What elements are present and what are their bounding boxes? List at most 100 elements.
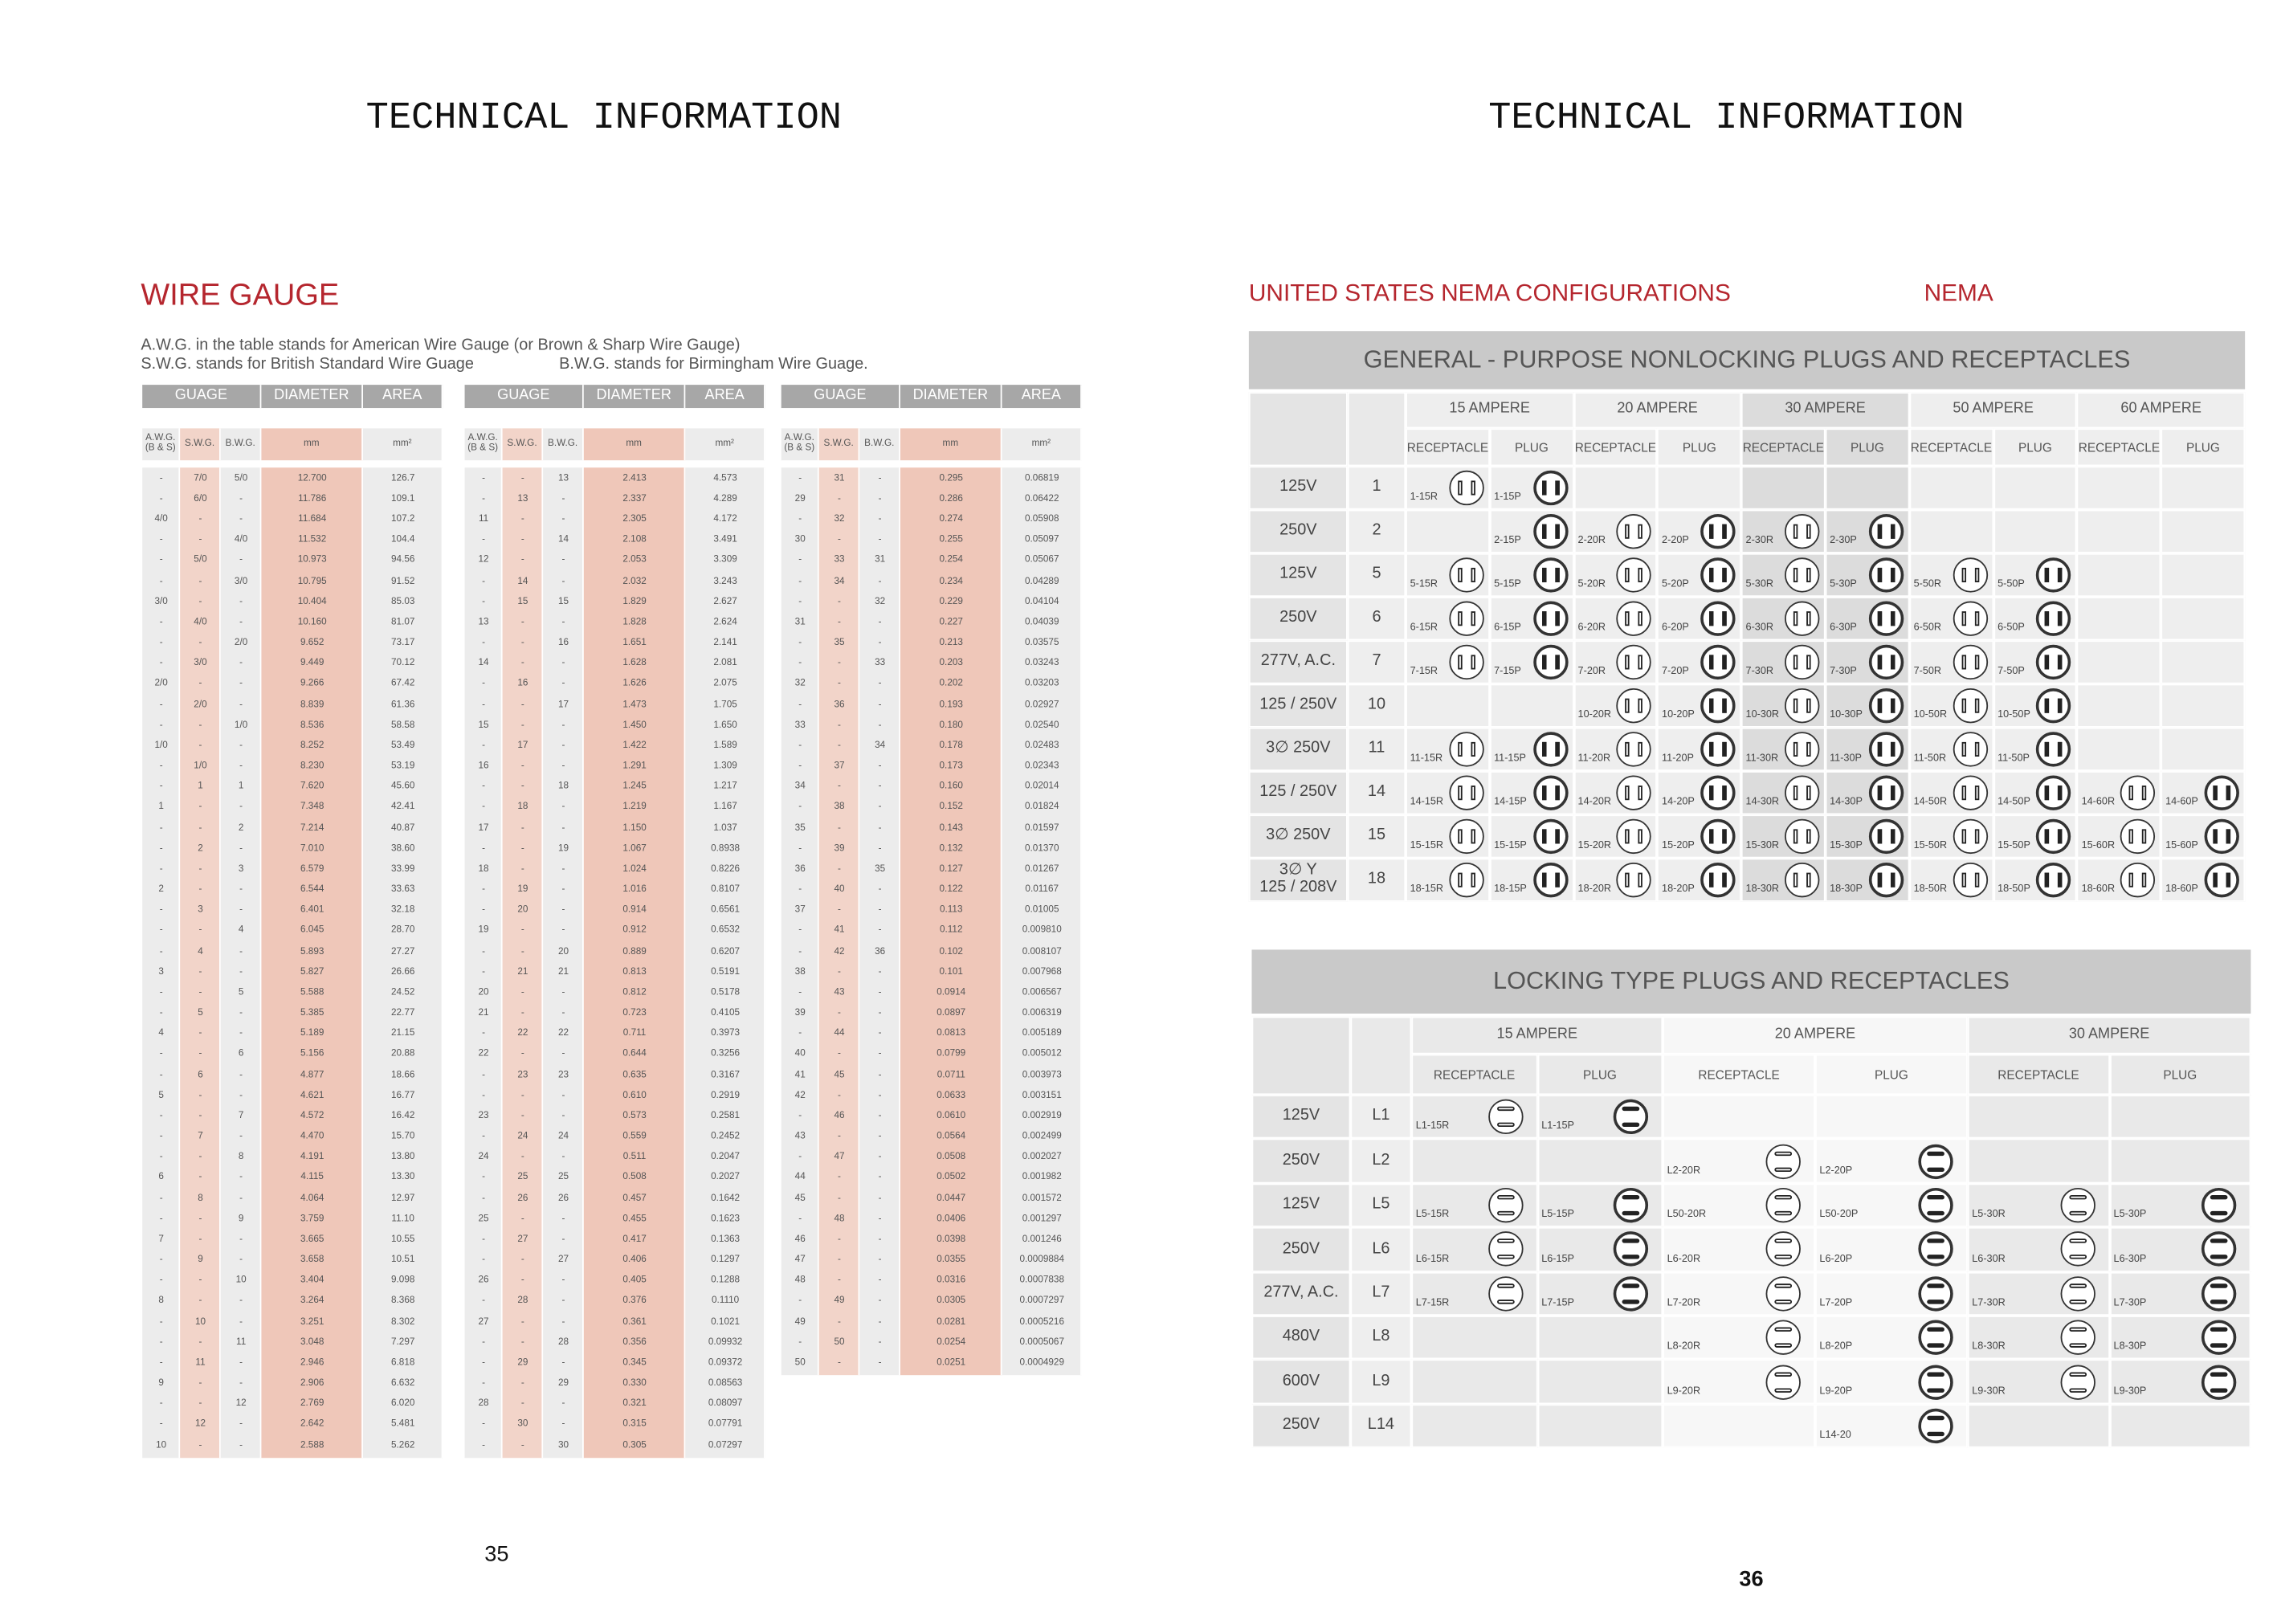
cell: 4.470 xyxy=(300,1131,324,1142)
cell: 0.5191 xyxy=(711,966,741,977)
cell: - xyxy=(482,1378,486,1389)
cell: 12 xyxy=(478,555,489,565)
receptacle-icon xyxy=(1785,688,1820,724)
cell: 20 xyxy=(478,987,489,998)
cell: 0.002499 xyxy=(1022,1131,1062,1142)
icon-blade xyxy=(2058,872,2063,887)
cell: - xyxy=(198,575,202,586)
icon-blade xyxy=(1709,785,1714,801)
cell: - xyxy=(239,843,243,854)
receptacle-icon xyxy=(2059,1364,2095,1400)
cell: - xyxy=(159,534,163,545)
cell xyxy=(1411,1139,1537,1184)
cell: - xyxy=(561,904,565,916)
cell: - xyxy=(198,1378,202,1389)
cell: - xyxy=(482,493,486,504)
cell: - xyxy=(561,1049,565,1059)
nema-number: L5 xyxy=(1350,1183,1412,1228)
plug-icon xyxy=(1918,1320,1953,1356)
cell: 7 xyxy=(238,1111,244,1121)
config-label: 2-20R xyxy=(1577,536,1606,546)
cell: 8.536 xyxy=(300,720,324,730)
cell: - xyxy=(239,966,243,977)
sub-header: RECEPTACLE xyxy=(2077,428,2161,467)
cell: - xyxy=(878,1049,882,1059)
cell: - xyxy=(878,966,882,977)
cell: 0.02540 xyxy=(1024,720,1059,730)
cell: - xyxy=(198,1296,202,1307)
cell: 0.006319 xyxy=(1022,1007,1062,1018)
cell: - xyxy=(838,678,841,689)
cell: 0.002027 xyxy=(1022,1152,1062,1162)
nema-number: L1 xyxy=(1350,1095,1412,1140)
ampere-header: 60 AMPERE xyxy=(2077,392,2246,429)
cell: 2.053 xyxy=(622,555,647,565)
cell: 15.70 xyxy=(391,1131,415,1142)
receptacle-icon xyxy=(1785,775,1820,810)
config-label: 15-15P xyxy=(1494,840,1527,851)
cell: 46 xyxy=(834,1111,845,1121)
cell: 0.0502 xyxy=(937,1172,966,1183)
cell: 3/0 xyxy=(234,575,248,586)
cell xyxy=(1967,1316,2110,1360)
receptacle-icon xyxy=(1765,1187,1801,1223)
cell xyxy=(1657,640,1742,684)
config-label: L7-30R xyxy=(1972,1298,2006,1309)
icon-blade xyxy=(2058,785,2063,801)
page-number: 35 xyxy=(484,1542,509,1567)
config-label: L5-15R xyxy=(1415,1210,1450,1221)
receptacle-icon xyxy=(1617,514,1652,549)
cell: 0.02343 xyxy=(1024,761,1059,772)
icon-blade xyxy=(1927,1166,1944,1172)
column-header: B.W.G. xyxy=(543,428,584,461)
cell: - xyxy=(239,946,243,957)
cell xyxy=(1993,466,2078,510)
cell: 35 xyxy=(875,863,886,875)
sub-header: RECEPTACLE xyxy=(1967,1054,2110,1096)
plug-icon xyxy=(1613,1231,1649,1267)
plug-icon xyxy=(1700,862,1736,898)
cell: 29 xyxy=(517,1357,528,1369)
cell xyxy=(1573,553,1658,598)
cell: - xyxy=(239,514,243,524)
cell: - xyxy=(878,575,882,586)
cell: - xyxy=(482,1028,486,1039)
cell: 38.60 xyxy=(391,843,415,854)
cell: 1.217 xyxy=(713,781,737,792)
cell: 32.18 xyxy=(391,904,415,916)
cell: - xyxy=(878,1111,882,1121)
cell: 1.450 xyxy=(622,720,647,730)
cell: - xyxy=(838,658,841,669)
plug-icon xyxy=(2201,1320,2237,1356)
cell: - xyxy=(878,1152,882,1162)
cell: 0.0799 xyxy=(937,1049,966,1059)
cell: - xyxy=(878,1028,882,1039)
cell: - xyxy=(482,575,486,586)
cell: - xyxy=(159,617,163,627)
cell xyxy=(1411,1095,1537,1140)
cell: - xyxy=(482,946,486,957)
cell: 0.457 xyxy=(622,1193,647,1204)
config-label: 10-30R xyxy=(1745,710,1780,720)
table-title: LOCKING TYPE PLUGS AND RECEPTACLES xyxy=(1251,949,2251,1014)
cell xyxy=(2109,1403,2251,1448)
cell: 0.255 xyxy=(939,534,963,545)
config-label: L6-15P xyxy=(1541,1254,1575,1265)
cell xyxy=(1663,1359,1815,1404)
icon-blade xyxy=(1877,611,1882,626)
receptacle-icon xyxy=(1617,557,1652,593)
cell: - xyxy=(159,720,163,730)
sub-header: PLUG xyxy=(1536,1054,1663,1096)
cell: - xyxy=(482,1357,486,1369)
cell xyxy=(1406,683,1490,728)
voltage: 3∅ 250V xyxy=(1248,814,1348,859)
icon-blade xyxy=(2210,1299,2228,1304)
cell: 1.016 xyxy=(622,884,647,895)
cell: 0.007968 xyxy=(1022,966,1062,977)
icon-blade xyxy=(1625,567,1630,583)
cell: 53.49 xyxy=(391,740,415,751)
cell: - xyxy=(838,1255,841,1265)
cell: 19 xyxy=(517,884,528,895)
cell: 0.227 xyxy=(939,617,963,627)
cell xyxy=(1909,640,1993,684)
